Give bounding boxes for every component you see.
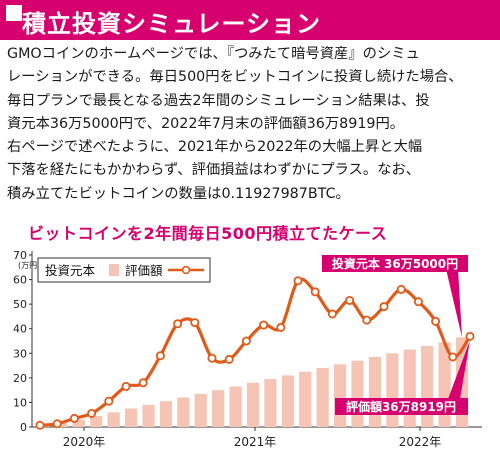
principal-bar xyxy=(368,356,382,427)
y-tick-label: 40 xyxy=(13,323,27,336)
valuation-callout-box xyxy=(335,398,468,415)
x-tick-label: 2022年 xyxy=(399,435,442,449)
principal-callout-label: 投資元本 36万5000円 xyxy=(332,256,458,271)
principal-bar xyxy=(403,349,416,427)
principal-bar xyxy=(107,412,120,427)
valuation-point xyxy=(241,336,251,346)
principal-callout-box xyxy=(322,255,468,272)
principal-bar xyxy=(177,397,190,427)
principal-bar xyxy=(386,353,399,427)
valuation-point xyxy=(293,276,303,286)
valuation-point xyxy=(362,315,372,325)
body-line: 積み立てたビットコインの数量は0.11927987BTC。 xyxy=(7,185,350,202)
principal-bar xyxy=(246,382,260,427)
y-tick-label: 20 xyxy=(13,372,27,385)
article-body: GMOコインのホームページでは、『つみたて暗号資産』のシミュ レーションができる… xyxy=(7,43,495,206)
principal-bar xyxy=(142,404,155,427)
y-tick-label: 60 xyxy=(13,274,27,287)
principal-bar xyxy=(333,364,347,427)
legend-line-label: 評価額 xyxy=(125,263,163,278)
valuation-point xyxy=(224,354,234,364)
principal-bar xyxy=(90,415,103,427)
valuation-point xyxy=(327,309,337,319)
principal-bar xyxy=(264,379,277,427)
principal-bar xyxy=(351,360,364,427)
x-tick-label: 2020年 xyxy=(63,435,106,449)
page-title: 積立投資シミュレーション xyxy=(22,10,322,38)
principal-bar xyxy=(72,419,85,427)
body-line: 右ページで述べたように、2021年から2022年の大幅上昇と大幅 xyxy=(7,139,423,156)
principal-bar xyxy=(281,375,294,427)
legend-bar-label: 投資元本 xyxy=(45,263,96,278)
valuation-point xyxy=(207,353,217,363)
valuation-point xyxy=(87,408,97,418)
valuation-point xyxy=(138,378,148,388)
valuation-point xyxy=(259,320,269,330)
principal-bar xyxy=(299,371,312,427)
valuation-point xyxy=(52,419,62,429)
valuation-point xyxy=(104,396,114,406)
valuation-point xyxy=(35,420,45,430)
valuation-point xyxy=(431,316,441,326)
valuation-callout-label: 評価額36万8919円 xyxy=(346,399,456,414)
body-line: 資元本36万5000円で、2022年7月末の評価額36万8919円。 xyxy=(7,115,405,132)
y-tick-label: 50 xyxy=(13,298,27,311)
valuation-point xyxy=(121,381,131,391)
principal-bar xyxy=(194,393,207,427)
principal-bar xyxy=(159,401,173,427)
valuation-point xyxy=(276,322,286,332)
body-line: GMOコインのホームページでは、『つみたて暗号資産』のシミュ xyxy=(7,46,420,62)
principal-bar xyxy=(229,386,242,427)
chart-title: ビットコインを2年間毎日500円積立てたケース xyxy=(28,224,388,243)
header-square-mark xyxy=(6,5,22,21)
y-tick-label: 70 xyxy=(13,249,27,262)
valuation-point xyxy=(413,297,423,307)
valuation-point xyxy=(396,284,406,294)
valuation-point xyxy=(310,287,320,297)
valuation-callout-pointer xyxy=(448,340,470,399)
y-tick-label: 0 xyxy=(20,421,27,434)
principal-bar xyxy=(124,408,138,427)
header-banner: 積立投資シミュレーション xyxy=(0,0,500,40)
y-axis-unit-label: (万円) xyxy=(18,261,40,270)
valuation-point xyxy=(465,331,475,341)
y-tick-label: 30 xyxy=(13,347,27,360)
body-line: レーションができる。毎日500円をビットコインに投資し続けた場合、 xyxy=(7,69,463,86)
valuation-point xyxy=(190,318,200,328)
legend-bar-swatch xyxy=(109,264,119,276)
body-line: 毎日プランで最長となる過去2年間のシミュレーション結果は、投 xyxy=(7,92,430,109)
valuation-point xyxy=(69,413,79,423)
x-tick-label: 2021年 xyxy=(234,435,277,449)
y-tick-label: 10 xyxy=(13,396,27,409)
valuation-point xyxy=(173,319,183,329)
legend-line-marker xyxy=(181,265,191,275)
principal-callout-pointer xyxy=(446,269,462,338)
principal-bar xyxy=(212,390,225,427)
valuation-point xyxy=(448,352,458,362)
valuation-point xyxy=(155,351,165,361)
valuation-point xyxy=(379,302,389,312)
body-line: 下落を経たにもかかわらず、評価損益はわずかにプラス。なお、 xyxy=(7,162,421,179)
principal-bar xyxy=(316,368,329,427)
valuation-point xyxy=(345,295,355,305)
